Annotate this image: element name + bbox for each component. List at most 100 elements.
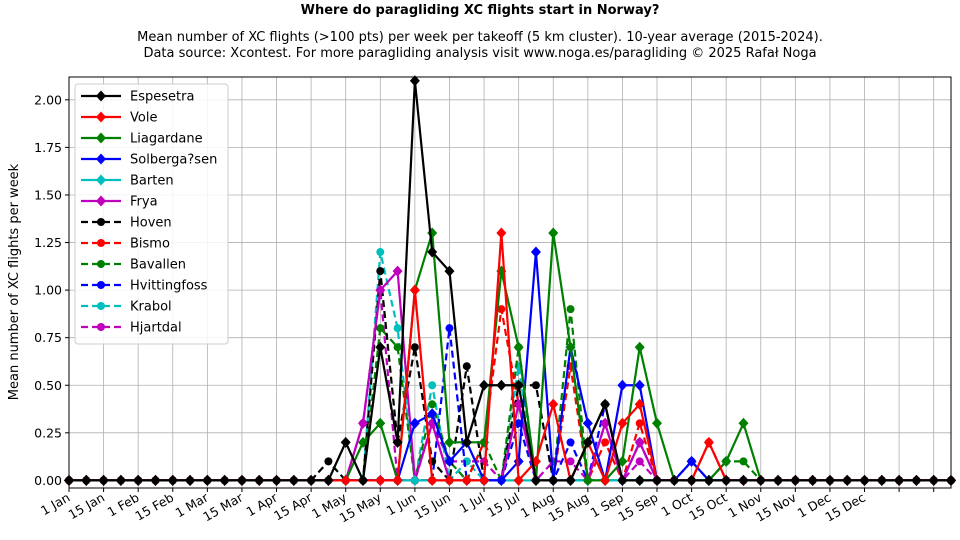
data-point [409, 474, 420, 486]
data-point [306, 474, 317, 486]
data-point [617, 474, 628, 486]
legend-marker [96, 111, 106, 123]
data-point [739, 457, 748, 466]
y-tick-label: 0.25 [34, 425, 62, 440]
x-tick-label: 1 Jul [457, 490, 488, 516]
data-point [428, 400, 437, 409]
x-tick-label: 15 Jan [66, 490, 107, 523]
data-point [565, 474, 576, 486]
data-point [219, 474, 230, 486]
x-tick-label: 15 Sep [615, 490, 660, 525]
data-point [566, 438, 575, 447]
y-tick-label: 0.75 [34, 330, 62, 345]
data-point [600, 398, 611, 410]
data-point [928, 474, 939, 486]
legend-marker [96, 90, 106, 102]
data-point [444, 455, 455, 467]
data-point [81, 474, 92, 486]
data-point [410, 343, 419, 352]
data-point [824, 474, 835, 486]
data-point [115, 474, 126, 486]
data-point [773, 474, 784, 486]
legend-label: Barten [130, 174, 174, 189]
data-point [548, 474, 559, 486]
data-point [721, 455, 732, 467]
data-point [686, 455, 697, 467]
y-tick-label: 1.50 [34, 187, 62, 202]
data-point [392, 265, 403, 277]
y-tick-label: 1.75 [34, 140, 62, 155]
data-point [652, 417, 662, 429]
data-point [634, 398, 645, 410]
data-point [634, 436, 645, 448]
data-point [409, 284, 420, 296]
data-point [150, 474, 161, 486]
data-point [876, 474, 887, 486]
legend-marker [96, 132, 106, 144]
data-point [617, 417, 628, 429]
y-axis-label: Mean number of XC flights per week [7, 163, 22, 400]
data-point [392, 474, 403, 486]
legend-label: Bismo [130, 237, 170, 252]
data-point [185, 474, 196, 486]
data-point [600, 474, 611, 486]
data-point [375, 341, 386, 353]
data-point [479, 474, 490, 486]
series-espesetra [64, 75, 956, 486]
data-point [513, 379, 524, 391]
x-tick-label: 15 Feb [132, 490, 176, 524]
legend-marker [96, 153, 106, 165]
data-point [393, 343, 402, 352]
data-point [254, 474, 265, 486]
data-point [669, 474, 680, 486]
data-point [236, 474, 247, 486]
data-point [894, 474, 905, 486]
data-point [807, 474, 818, 486]
data-point [703, 474, 714, 486]
legend-label: Liagardane [130, 132, 203, 147]
data-point [444, 474, 455, 486]
data-point [513, 474, 524, 486]
data-point [859, 474, 870, 486]
data-point [393, 324, 402, 333]
data-point [582, 436, 593, 448]
data-point [358, 474, 368, 486]
data-point [790, 474, 801, 486]
legend-label: Bavallen [130, 258, 186, 273]
data-point [634, 379, 645, 391]
x-tick-label: 15 Jul [484, 490, 522, 520]
data-point [566, 305, 575, 314]
legend-marker [97, 323, 105, 331]
y-tick-label: 0.50 [34, 378, 62, 393]
data-point [428, 381, 437, 390]
legend-label: Hjartdal [130, 321, 182, 336]
legend-marker [97, 281, 105, 289]
data-point [376, 267, 385, 276]
x-tick-label: 15 Apr [271, 489, 315, 523]
legend-box [74, 83, 229, 345]
data-point [634, 474, 645, 486]
data-point [721, 474, 732, 486]
data-point [445, 324, 454, 333]
data-point [600, 417, 611, 429]
legend-label: Vole [130, 111, 157, 126]
data-point [376, 324, 385, 333]
data-point [375, 474, 386, 486]
legend-marker [96, 195, 106, 207]
data-point [324, 457, 333, 466]
y-tick-label: 2.00 [34, 92, 62, 107]
data-point [271, 474, 282, 486]
data-point [409, 417, 420, 429]
data-point [617, 455, 628, 467]
legend-label: Solberga?sen [130, 153, 217, 168]
y-tick-label: 1.25 [34, 235, 62, 250]
data-point [462, 362, 471, 371]
y-tick-label: 1.00 [34, 283, 62, 298]
data-point [548, 398, 559, 410]
legend-label: Krabol [130, 300, 172, 315]
plot-frame [68, 76, 952, 489]
data-point [444, 265, 455, 277]
data-point [167, 474, 178, 486]
